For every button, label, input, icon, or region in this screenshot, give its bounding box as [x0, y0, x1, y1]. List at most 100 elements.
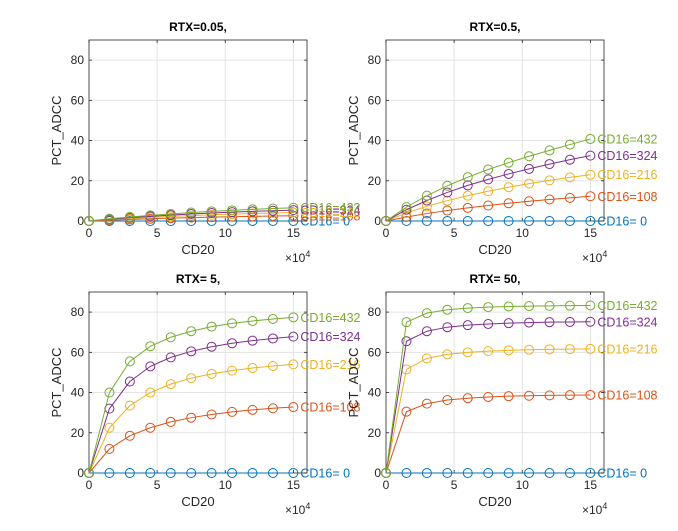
series-label: CD16= 0 — [300, 467, 350, 481]
chart-title: RTX= 50, — [469, 272, 520, 286]
series-label: CD16= 0 — [597, 467, 647, 481]
data-point — [524, 216, 535, 226]
data-point — [267, 203, 278, 214]
x-axis-label: CD20 — [478, 494, 511, 509]
series-16432: CD16=432 — [84, 311, 361, 478]
series-label: CD16= 0 — [597, 215, 647, 229]
data-point — [401, 317, 412, 328]
data-point — [267, 333, 278, 344]
data-point — [483, 318, 494, 329]
data-point — [288, 210, 299, 221]
data-point — [247, 404, 258, 415]
data-point — [564, 172, 575, 183]
series-label: CD16=324 — [300, 204, 360, 218]
data-point — [544, 468, 555, 478]
x-exponent-label: ×104 — [285, 501, 310, 517]
data-point — [165, 352, 176, 363]
data-point — [267, 468, 278, 478]
series-line — [385, 138, 591, 222]
data-point — [585, 169, 596, 180]
subplot-4: 0 5 10 15 0 20 40 60 80 RTX= 50, CD20 PCT_ADCC ×104 C… — [346, 272, 658, 517]
series-label: CD16=324 — [300, 330, 360, 344]
data-point — [483, 302, 494, 313]
x-tick-label: 15 — [584, 478, 598, 492]
data-point — [267, 210, 278, 221]
series-line — [385, 195, 591, 222]
data-point — [564, 139, 575, 150]
data-point — [462, 393, 473, 404]
series-label: CD16=108 — [300, 401, 360, 415]
series-16108: CD16=108 — [84, 401, 361, 478]
series-label: CD16=324 — [597, 315, 657, 329]
data-point — [288, 468, 299, 478]
data-point — [247, 468, 258, 478]
x-tick-label: 0 — [383, 478, 390, 492]
data-point — [564, 216, 575, 226]
plot-area — [386, 292, 604, 473]
data-point — [462, 468, 473, 478]
data-point — [483, 186, 494, 197]
x-tick-label: 5 — [154, 226, 161, 240]
series-160: CD16= 0 — [381, 467, 647, 481]
data-point — [585, 389, 596, 400]
data-point — [544, 300, 555, 311]
data-point — [84, 468, 94, 478]
data-point — [145, 210, 156, 221]
data-point — [544, 194, 555, 205]
series-label: CD16=216 — [597, 168, 657, 182]
data-point — [421, 208, 432, 219]
data-point — [145, 361, 156, 372]
data-point — [483, 391, 494, 402]
data-point — [401, 202, 412, 213]
data-point — [585, 133, 596, 144]
data-point — [503, 168, 514, 179]
data-point — [186, 373, 197, 384]
series-line — [88, 209, 294, 222]
y-tick-label: 20 — [71, 426, 85, 440]
series-line — [385, 348, 591, 474]
data-point — [503, 198, 514, 209]
subplot-3: 0 5 10 15 0 20 40 60 80 RTX= 5, CD20 PCT_ADCC ×104 CD… — [49, 272, 361, 517]
series-line — [88, 336, 294, 474]
data-point — [104, 387, 115, 398]
series-label: CD16=216 — [300, 358, 360, 372]
data-point — [442, 187, 453, 198]
series-line — [385, 321, 591, 474]
data-point — [186, 346, 197, 357]
y-tick-label: 0 — [374, 214, 381, 228]
x-exponent-label: ×104 — [285, 249, 310, 265]
data-point — [585, 343, 596, 354]
series-line — [88, 363, 294, 474]
data-point — [503, 345, 514, 356]
data-point — [227, 338, 238, 349]
data-point — [227, 205, 238, 216]
data-point — [585, 300, 596, 311]
x-axis-label: CD20 — [478, 242, 511, 257]
data-point — [227, 318, 238, 329]
y-tick-label: 20 — [71, 174, 85, 188]
series-line — [88, 316, 294, 474]
data-point — [186, 216, 197, 226]
data-point — [186, 207, 197, 218]
data-point — [124, 356, 135, 367]
data-point — [462, 320, 473, 331]
data-point — [421, 398, 432, 409]
y-tick-label: 80 — [368, 305, 382, 319]
y-tick-label: 80 — [71, 305, 85, 319]
chart-title: RTX=0.05, — [169, 20, 227, 34]
x-tick-label: 5 — [154, 478, 161, 492]
data-point — [421, 190, 432, 201]
series-line — [385, 174, 591, 222]
data-point — [544, 175, 555, 186]
data-point — [483, 200, 494, 211]
data-point — [483, 346, 494, 357]
data-point — [288, 359, 299, 370]
data-point — [564, 192, 575, 203]
data-point — [206, 206, 217, 217]
x-exponent-label: ×104 — [582, 249, 607, 265]
data-point — [288, 202, 299, 213]
chart-title: RTX= 5, — [176, 272, 220, 286]
data-point — [288, 402, 299, 413]
series-16216: CD16=216 — [381, 168, 658, 226]
x-exponent-power: 4 — [305, 501, 310, 511]
